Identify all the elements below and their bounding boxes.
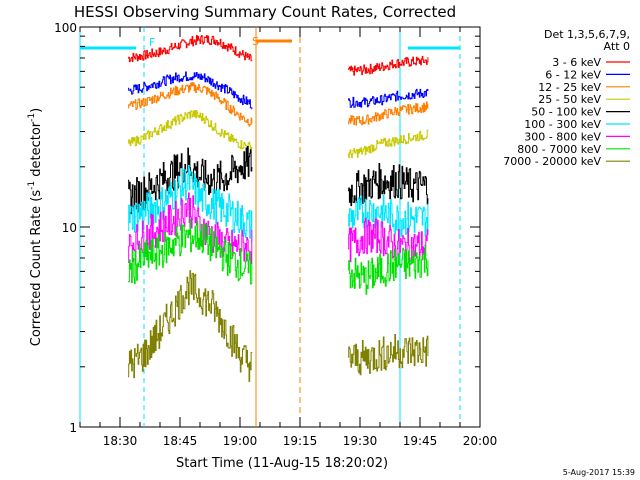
legend-label-0: 3 - 6 keV	[552, 56, 601, 69]
series-line-5-seg-0	[128, 165, 253, 244]
series-line-5-seg-1	[348, 194, 429, 237]
x-tick-label-3: 19:15	[283, 434, 318, 448]
legend-label-5: 100 - 300 keV	[524, 118, 601, 131]
legend-label-6: 300 - 800 keV	[524, 130, 601, 143]
legend-label-3: 25 - 50 keV	[538, 93, 601, 106]
y-axis-label: Corrected Count Rate (s-1 detector-1)	[27, 108, 44, 346]
x-tick-label-5: 19:45	[403, 434, 438, 448]
legend-label-4: 50 - 100 keV	[531, 106, 601, 119]
flag-s-label: S	[252, 35, 259, 48]
series-line-7-seg-1	[348, 245, 429, 295]
axes-group: 1 10 100 18:30 18:45 19:00 19:15 19:30 19:45 20:0…	[54, 21, 497, 448]
x-tick-label-6: 20:00	[463, 434, 498, 448]
legend-label-1: 6 - 12 keV	[545, 68, 601, 81]
series-line-4-seg-0	[128, 146, 253, 215]
series-line-7-seg-0	[128, 218, 253, 285]
y-tick-label-1: 10	[62, 221, 77, 235]
footer-timestamp: 5-Aug-2017 15:39	[563, 468, 635, 477]
legend-header-1: Det 1,3,5,6,7,9,	[544, 28, 630, 41]
legend-label-2: 12 - 25 keV	[538, 81, 601, 94]
series-line-8-seg-0	[128, 270, 253, 382]
series-line-3-seg-1	[348, 129, 429, 159]
y-tick-label-0: 1	[69, 421, 77, 435]
x-axis-label: Start Time (11-Aug-15 18:20:02)	[176, 456, 388, 471]
series-line-4-seg-1	[348, 163, 429, 207]
series-line-2-seg-1	[348, 101, 429, 126]
legend-label-7: 800 - 7000 keV	[517, 143, 601, 156]
x-tick-label-0: 18:30	[103, 434, 138, 448]
series-group	[128, 35, 429, 382]
legend-header-2: Att 0	[604, 40, 630, 53]
series-line-3-seg-0	[128, 110, 253, 153]
series-line-0-seg-0	[128, 35, 253, 63]
series-line-2-seg-0	[128, 82, 253, 127]
x-tick-label-4: 19:30	[343, 434, 378, 448]
y-tick-label-2: 100	[54, 21, 77, 35]
legend-label-8: 7000 - 20000 keV	[503, 155, 601, 168]
chart-title: HESSI Observing Summary Count Rates, Cor…	[74, 3, 456, 21]
series-line-1-seg-1	[348, 88, 429, 108]
series-line-1-seg-0	[128, 71, 253, 110]
flag-f-label: F	[149, 36, 155, 49]
x-tick-label-2: 19:00	[223, 434, 258, 448]
series-line-8-seg-1	[348, 334, 429, 376]
x-tick-label-1: 18:45	[163, 434, 198, 448]
series-line-0-seg-1	[348, 55, 429, 76]
series-line-6-seg-1	[348, 217, 429, 265]
